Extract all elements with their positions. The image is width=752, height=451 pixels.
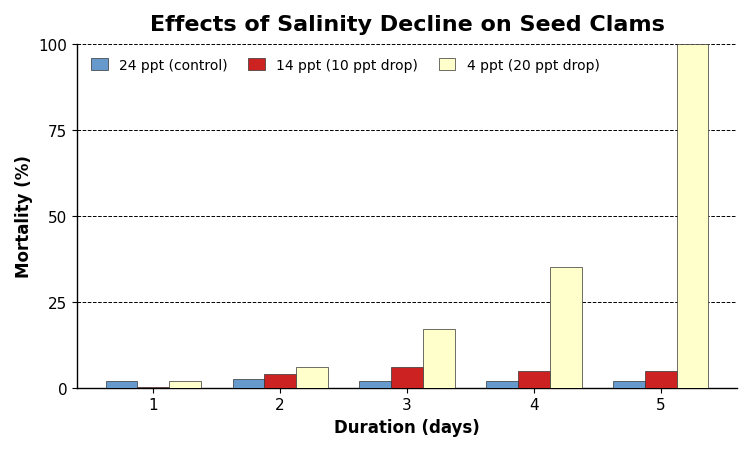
Bar bbox=[296, 367, 328, 388]
Bar bbox=[614, 381, 645, 388]
Legend: 24 ppt (control), 14 ppt (10 ppt drop), 4 ppt (20 ppt drop): 24 ppt (control), 14 ppt (10 ppt drop), … bbox=[84, 52, 606, 79]
Bar bbox=[138, 387, 169, 388]
Bar bbox=[232, 379, 264, 388]
Y-axis label: Mortality (%): Mortality (%) bbox=[15, 155, 33, 278]
Bar bbox=[487, 381, 518, 388]
Bar bbox=[359, 381, 391, 388]
X-axis label: Duration (days): Duration (days) bbox=[334, 418, 480, 436]
Bar bbox=[264, 374, 296, 388]
Title: Effects of Salinity Decline on Seed Clams: Effects of Salinity Decline on Seed Clam… bbox=[150, 15, 665, 35]
Bar bbox=[106, 381, 138, 388]
Bar bbox=[391, 367, 423, 388]
Bar bbox=[550, 268, 581, 388]
Bar bbox=[169, 381, 201, 388]
Bar bbox=[423, 330, 455, 388]
Bar bbox=[518, 371, 550, 388]
Bar bbox=[645, 371, 677, 388]
Bar bbox=[677, 45, 708, 388]
